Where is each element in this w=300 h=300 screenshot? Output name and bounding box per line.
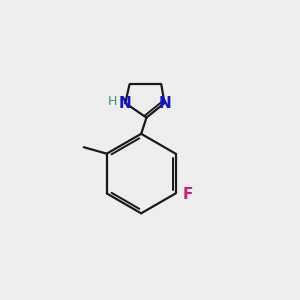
Text: F: F: [182, 188, 193, 202]
Text: H: H: [108, 95, 118, 108]
Text: N: N: [159, 95, 172, 110]
Text: N: N: [119, 95, 132, 110]
